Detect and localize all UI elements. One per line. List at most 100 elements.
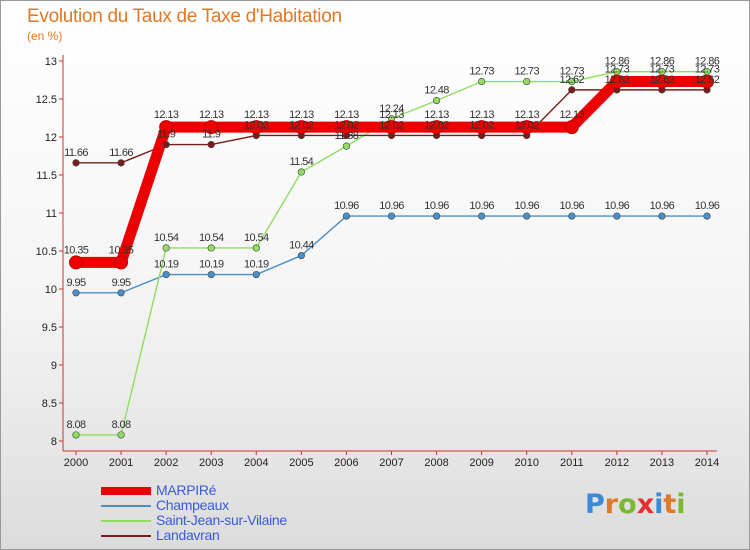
logo-letter: P [585, 489, 605, 520]
data-label: 12.13 [469, 109, 494, 121]
data-point [474, 120, 489, 135]
data-point [72, 431, 80, 439]
data-label: 12.24 [379, 103, 404, 115]
data-label: 12.13 [514, 109, 539, 121]
data-label: 12.62 [650, 74, 675, 86]
x-tick-label: 2011 [560, 457, 584, 469]
data-point [703, 212, 711, 220]
data-point [162, 270, 170, 279]
data-label: 8.08 [112, 419, 131, 431]
data-label: 12.73 [560, 66, 585, 78]
legend-label: Landavran [156, 527, 220, 543]
x-tick-label: 2005 [289, 457, 313, 469]
data-label: 12.13 [154, 109, 179, 121]
data-label: 10.96 [424, 200, 449, 212]
data-label: 12.02 [289, 119, 314, 131]
data-label: 10.96 [334, 200, 359, 212]
data-label: 10.35 [64, 244, 89, 256]
data-label: 12.02 [379, 119, 404, 131]
x-tick-label: 2010 [514, 457, 538, 469]
data-point [207, 141, 215, 149]
y-tick-label: 13 [45, 56, 57, 68]
data-label: 10.96 [650, 200, 675, 212]
data-label: 12.86 [650, 56, 675, 68]
y-tick-label: 9 [51, 360, 57, 372]
data-label: 12.73 [695, 64, 720, 76]
x-tick-label: 2004 [244, 457, 268, 469]
data-point [613, 212, 621, 220]
data-label: 8.08 [66, 419, 85, 431]
data-point [432, 96, 441, 105]
data-label: 12.13 [424, 109, 449, 121]
data-point [564, 120, 579, 135]
data-label: 12.86 [605, 56, 630, 68]
y-tick-label: 12 [45, 132, 57, 144]
data-label: 10.96 [514, 200, 539, 212]
data-point [162, 244, 170, 252]
data-point [297, 251, 305, 260]
data-label: 12.02 [244, 119, 269, 131]
y-tick-label: 10.5 [36, 246, 57, 258]
x-tick-label: 2014 [695, 457, 719, 469]
legend-label: Champeaux [156, 497, 229, 513]
data-label: 10.54 [154, 232, 179, 244]
data-point [478, 212, 486, 220]
data-point [432, 212, 441, 220]
data-label: 9.95 [112, 277, 131, 289]
data-point [117, 159, 125, 167]
x-tick-label: 2002 [154, 457, 178, 469]
data-point [519, 120, 534, 135]
data-label: 11.9 [202, 129, 221, 141]
data-point [342, 142, 351, 150]
data-label: 10.96 [605, 200, 630, 212]
data-label: 11.66 [109, 147, 133, 159]
x-tick-label: 2003 [199, 457, 223, 469]
data-point [384, 120, 399, 135]
chart-subtitle: (en %) [27, 29, 63, 43]
data-point [568, 77, 576, 86]
data-point [387, 212, 396, 220]
data-label: 10.19 [154, 259, 179, 271]
x-tick-label: 2013 [650, 457, 674, 469]
x-tick-label: 2006 [334, 457, 358, 469]
legend-label: Saint-Jean-sur-Vilaine [156, 512, 287, 528]
data-label: 10.54 [244, 232, 269, 244]
data-label: 12.13 [379, 109, 404, 121]
data-point [429, 120, 444, 135]
data-point [339, 120, 354, 135]
data-point [568, 86, 576, 94]
data-label: 12.62 [605, 74, 630, 86]
data-label: 10.35 [109, 244, 134, 256]
x-tick-label: 2009 [469, 457, 493, 469]
proxiti-logo: Proxiti [585, 489, 686, 520]
data-point [69, 255, 83, 270]
data-point [114, 255, 129, 270]
data-label: 9.95 [66, 277, 85, 289]
data-label: 12.62 [695, 74, 720, 86]
data-label: 12.86 [695, 56, 720, 68]
data-label: 12.13 [244, 109, 269, 121]
data-point [162, 141, 170, 149]
y-tick-label: 12.5 [36, 94, 57, 106]
data-point [207, 244, 215, 252]
data-label: 10.44 [289, 240, 314, 252]
data-label: 11.54 [289, 156, 313, 168]
logo-letter: o [618, 489, 637, 520]
data-point [568, 212, 576, 220]
data-point [252, 244, 260, 252]
logo-letter: i [654, 489, 664, 520]
data-points [69, 68, 714, 439]
axes [59, 55, 717, 455]
data-label: 10.19 [244, 259, 269, 271]
series-line-1 [75, 215, 708, 294]
legend-swatch [101, 505, 151, 507]
data-point [478, 77, 486, 86]
y-tick-label: 9.5 [42, 322, 57, 334]
data-label: 12.73 [469, 66, 494, 78]
data-label: 12.48 [424, 85, 449, 97]
y-tick-label: 8.5 [42, 398, 57, 410]
data-point [342, 212, 351, 220]
data-label: 12.02 [424, 119, 449, 131]
y-tick-label: 11 [46, 208, 57, 220]
data-label: 10.54 [199, 232, 224, 244]
